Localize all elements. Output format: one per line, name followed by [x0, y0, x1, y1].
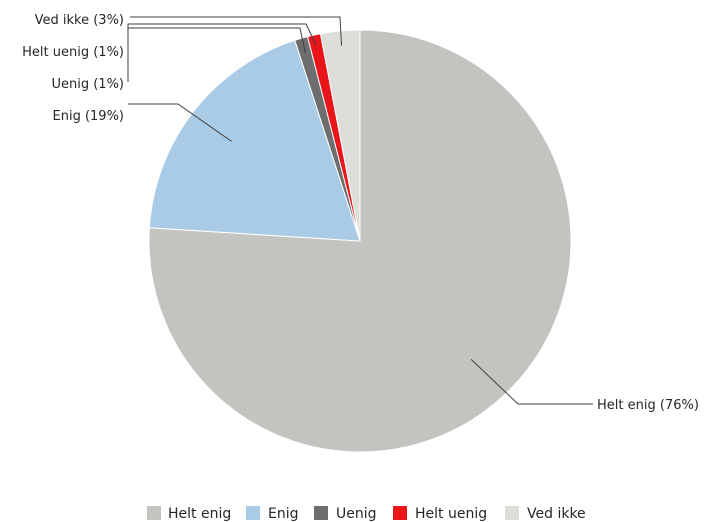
legend-swatch-enig — [246, 506, 260, 520]
data-label-ved-ikke: Ved ikke (3%) — [35, 13, 124, 28]
leader-line-enig — [128, 103, 232, 142]
data-label-helt-enig: Helt enig (76%) — [597, 398, 699, 413]
legend-label-helt-enig: Helt enig — [168, 506, 231, 522]
pie-slices — [148, 29, 572, 453]
leader-line-ved-ikke — [130, 16, 342, 46]
legend-swatch-helt-enig — [147, 506, 161, 520]
data-label-uenig: Uenig (1%) — [51, 77, 124, 92]
leader-line-helt-uenig — [127, 23, 317, 50]
pie-slice-ved-ikke — [319, 29, 361, 242]
legend: Helt enig Enig Uenig Helt uenig Ved ikke — [147, 506, 586, 522]
leader-line-uenig — [127, 27, 306, 82]
legend-swatch-ved-ikke — [505, 506, 519, 520]
legend-label-enig: Enig — [268, 506, 299, 522]
data-label-enig: Enig (19%) — [53, 109, 125, 124]
leader-line-helt-enig — [470, 359, 593, 405]
legend-label-helt-uenig: Helt uenig — [415, 506, 487, 522]
legend-swatch-helt-uenig — [393, 506, 407, 520]
leader-lines — [127, 16, 593, 405]
pie-slice-helt-enig — [148, 29, 572, 453]
legend-label-uenig: Uenig — [336, 506, 377, 522]
pie-slice-enig — [148, 39, 361, 242]
legend-label-ved-ikke: Ved ikke — [527, 506, 586, 522]
legend-swatch-uenig — [314, 506, 328, 520]
data-label-helt-uenig: Helt uenig (1%) — [22, 45, 124, 60]
